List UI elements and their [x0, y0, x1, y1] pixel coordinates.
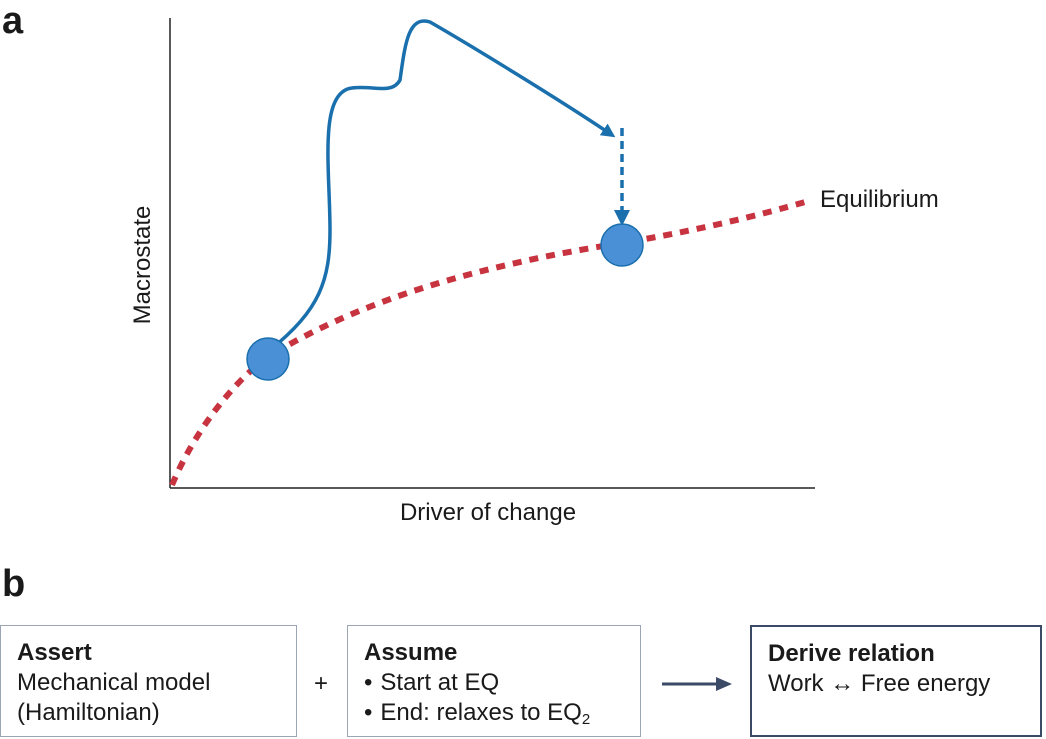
relaxation-arrowhead: [614, 210, 630, 226]
derive-arrow: [662, 677, 732, 691]
assert-title: Assert: [17, 639, 92, 666]
derive-title: Derive relation: [768, 640, 935, 667]
assert-box: Assert Mechanical model (Hamiltonian): [0, 625, 297, 737]
equilibrium-label: Equilibrium: [820, 186, 939, 213]
plus-sign: +: [314, 670, 329, 697]
derive-box: Derive relation Work ↔ Free energy: [750, 625, 1042, 737]
assert-line-2: (Hamiltonian): [17, 699, 160, 726]
assume-box: Assume Start at EQ End: relaxes to EQ2: [347, 625, 641, 737]
assume-bullet-2: End: relaxes to EQ2: [364, 698, 624, 728]
equilibrium-curve: [169, 199, 806, 487]
derive-arrow-head: [716, 677, 732, 691]
start-state-marker: [246, 337, 290, 381]
nonequilibrium-path: [268, 19, 616, 352]
eq-subscript: 2: [581, 711, 591, 728]
y-axis-label: Macrostate: [129, 206, 156, 325]
panel-a-letter: a: [2, 0, 24, 42]
assume-bullet-1: Start at EQ: [364, 668, 624, 698]
assume-bullet-2-text: End: relaxes to EQ: [380, 699, 582, 726]
end-state-marker: [600, 223, 644, 267]
panel-b-letter: b: [2, 563, 26, 605]
x-axis-label: Driver of change: [400, 499, 576, 526]
assume-title: Assume: [364, 639, 458, 666]
diagram-a: Equilibrium Driver of change Macrostate: [129, 18, 939, 526]
assert-line-1: Mechanical model: [17, 669, 211, 696]
derive-line: Work ↔ Free energy: [768, 670, 991, 697]
